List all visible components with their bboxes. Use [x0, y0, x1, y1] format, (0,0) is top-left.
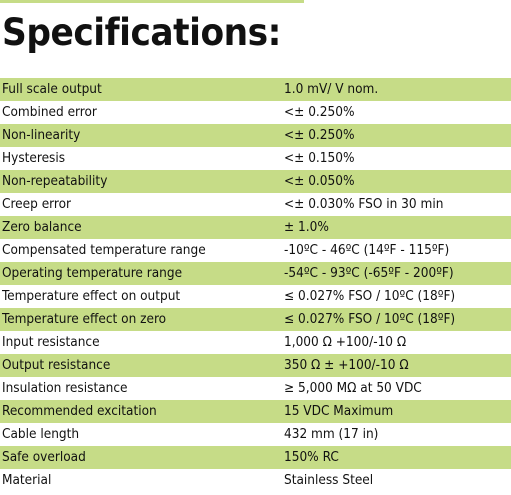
table-row: Zero balance ± 1.0%: [0, 216, 511, 239]
spec-value: ± 1.0%: [284, 219, 329, 235]
spec-label: Input resistance: [2, 334, 100, 350]
spec-label: Output resistance: [2, 357, 111, 373]
spec-label: Recommended excitation: [2, 403, 157, 419]
spec-value: <± 0.150%: [284, 150, 355, 166]
spec-label: Combined error: [2, 104, 97, 120]
table-row: Temperature effect on zero ≤ 0.027% FSO /…: [0, 308, 511, 331]
spec-label: Compensated temperature range: [2, 242, 206, 258]
spec-label: Material: [2, 472, 52, 488]
table-row: Combined error <± 0.250%: [0, 101, 511, 124]
table-row: Non-repeatability <± 0.050%: [0, 170, 511, 193]
spec-label: Temperature effect on output: [2, 288, 181, 304]
spec-value: 350 Ω ± +100/-10 Ω: [284, 357, 409, 373]
table-row: Material Stainless Steel: [0, 469, 511, 492]
spec-value: 15 VDC Maximum: [284, 403, 394, 419]
table-row: Operating temperature range -54ºC - 93ºC …: [0, 262, 511, 285]
table-row: Output resistance 350 Ω ± +100/-10 Ω: [0, 354, 511, 377]
spec-value: 1.0 mV/ V nom.: [284, 81, 379, 97]
spec-label: Non-repeatability: [2, 173, 108, 189]
spec-value: -54ºC - 93ºC (-65ºF - 200ºF): [284, 265, 454, 281]
table-row: Non-linearity <± 0.250%: [0, 124, 511, 147]
spec-value: -10ºC - 46ºC (14ºF - 115ºF): [284, 242, 450, 258]
table-row: Input resistance 1,000 Ω +100/-10 Ω: [0, 331, 511, 354]
spec-label: Hysteresis: [2, 150, 66, 166]
page-title: Specifications:: [2, 11, 281, 54]
spec-value: 432 mm (17 in): [284, 426, 379, 442]
table-row: Recommended excitation 15 VDC Maximum: [0, 400, 511, 423]
spec-label: Non-linearity: [2, 127, 81, 143]
top-accent-rule: [0, 0, 304, 3]
table-row: Temperature effect on output ≤ 0.027% FSO…: [0, 285, 511, 308]
spec-value: 150% RC: [284, 449, 339, 465]
table-row: Creep error <± 0.030% FSO in 30 min: [0, 193, 511, 216]
spec-label: Full scale output: [2, 81, 102, 97]
table-row: Full scale output 1.0 mV/ V nom.: [0, 78, 511, 101]
spec-value: <± 0.030% FSO in 30 min: [284, 196, 444, 212]
spec-value: ≤ 0.027% FSO / 10ºC (18ºF): [284, 288, 456, 304]
spec-label: Cable length: [2, 426, 80, 442]
spec-value: 1,000 Ω +100/-10 Ω: [284, 334, 407, 350]
table-row: Insulation resistance ≥ 5,000 MΩ at 50 VD…: [0, 377, 511, 400]
spec-value: <± 0.250%: [284, 127, 355, 143]
spec-value: <± 0.250%: [284, 104, 355, 120]
spec-value: <± 0.050%: [284, 173, 355, 189]
spec-value: ≥ 5,000 MΩ at 50 VDC: [284, 380, 422, 396]
table-row: Cable length 432 mm (17 in): [0, 423, 511, 446]
spec-value: Stainless Steel: [284, 472, 374, 488]
table-row: Compensated temperature range -10ºC - 46º…: [0, 239, 511, 262]
spec-label: Temperature effect on zero: [2, 311, 167, 327]
spec-label: Zero balance: [2, 219, 82, 235]
spec-label: Insulation resistance: [2, 380, 128, 396]
table-row: Safe overload 150% RC: [0, 446, 511, 469]
spec-label: Safe overload: [2, 449, 86, 465]
table-row: Hysteresis <± 0.150%: [0, 147, 511, 170]
spec-label: Operating temperature range: [2, 265, 183, 281]
spec-value: ≤ 0.027% FSO / 10ºC (18ºF): [284, 311, 456, 327]
spec-label: Creep error: [2, 196, 72, 212]
specifications-table: Full scale output 1.0 mV/ V nom. Combined …: [0, 78, 511, 492]
